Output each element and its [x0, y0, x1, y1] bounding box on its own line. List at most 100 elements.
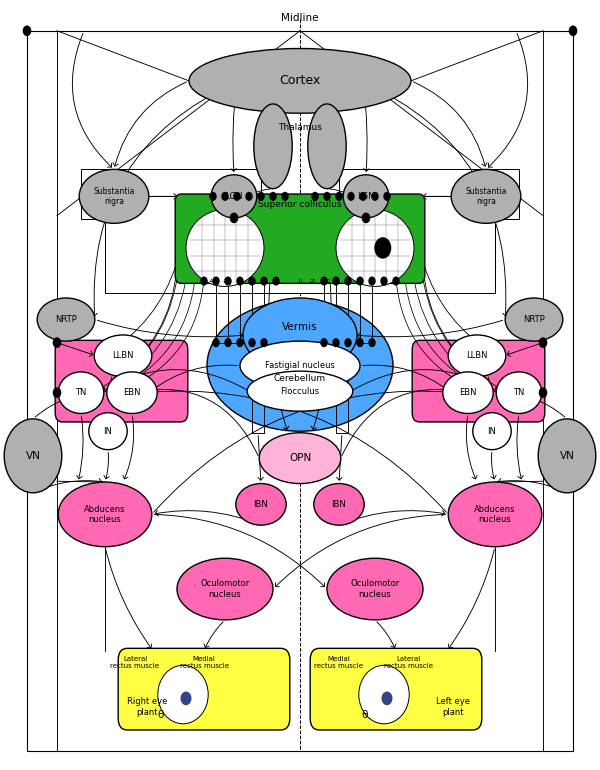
Text: EBN: EBN: [123, 388, 141, 397]
Text: -20: -20: [223, 279, 231, 283]
Circle shape: [261, 339, 267, 346]
Circle shape: [53, 338, 61, 347]
Circle shape: [230, 213, 238, 223]
Text: Right eye
plant: Right eye plant: [127, 697, 167, 717]
Circle shape: [249, 277, 255, 285]
Text: Vermis: Vermis: [282, 323, 318, 332]
FancyBboxPatch shape: [55, 340, 188, 422]
Circle shape: [357, 277, 363, 285]
Text: LGN: LGN: [225, 192, 243, 201]
Circle shape: [569, 26, 577, 35]
Ellipse shape: [343, 175, 389, 218]
Ellipse shape: [505, 298, 563, 341]
Text: Flocculus: Flocculus: [280, 387, 320, 396]
Ellipse shape: [211, 175, 257, 218]
Text: VN: VN: [26, 451, 40, 460]
Circle shape: [246, 192, 252, 200]
Circle shape: [393, 277, 399, 285]
Ellipse shape: [89, 413, 127, 450]
Ellipse shape: [448, 482, 542, 547]
Ellipse shape: [247, 371, 353, 411]
Ellipse shape: [443, 372, 493, 413]
Ellipse shape: [473, 413, 511, 450]
Ellipse shape: [259, 433, 341, 484]
Circle shape: [345, 277, 351, 285]
Ellipse shape: [58, 482, 152, 547]
FancyBboxPatch shape: [412, 340, 545, 422]
Text: VN: VN: [560, 451, 574, 460]
Circle shape: [210, 192, 216, 200]
Circle shape: [357, 339, 363, 346]
FancyBboxPatch shape: [175, 194, 425, 283]
Circle shape: [348, 192, 354, 200]
Bar: [81, 169, 261, 219]
Text: Thalamus: Thalamus: [278, 122, 322, 132]
Text: IBN: IBN: [332, 500, 346, 509]
Ellipse shape: [207, 300, 393, 431]
Text: 20: 20: [310, 279, 316, 283]
Text: NRTP: NRTP: [523, 315, 545, 324]
Circle shape: [225, 339, 231, 346]
Ellipse shape: [359, 665, 409, 724]
Text: Midline: Midline: [281, 13, 319, 23]
Circle shape: [321, 339, 327, 346]
Ellipse shape: [308, 104, 346, 189]
Ellipse shape: [236, 484, 286, 525]
Text: Left eye
plant: Left eye plant: [436, 697, 470, 717]
Ellipse shape: [186, 209, 264, 286]
Circle shape: [369, 339, 375, 346]
Circle shape: [321, 277, 327, 285]
Circle shape: [372, 192, 378, 200]
Circle shape: [181, 692, 191, 705]
Text: 0: 0: [298, 279, 302, 283]
Circle shape: [23, 26, 31, 35]
Text: Oculomotor
nucleus: Oculomotor nucleus: [200, 579, 250, 599]
Ellipse shape: [240, 341, 360, 390]
Text: IBN: IBN: [254, 500, 268, 509]
Circle shape: [312, 192, 318, 200]
Text: Medial
rectus muscle: Medial rectus muscle: [314, 656, 364, 669]
Ellipse shape: [336, 209, 414, 286]
FancyBboxPatch shape: [310, 648, 482, 730]
Text: IN: IN: [488, 427, 496, 436]
Ellipse shape: [94, 335, 152, 377]
Text: Cortex: Cortex: [280, 75, 320, 87]
Text: Abducens
nucleus: Abducens nucleus: [84, 504, 126, 524]
Text: Lateral
rectus muscle: Lateral rectus muscle: [110, 656, 160, 669]
Text: Substantia
nigra: Substantia nigra: [94, 186, 134, 206]
Text: TN: TN: [76, 388, 86, 397]
Ellipse shape: [107, 372, 157, 413]
Circle shape: [362, 213, 370, 223]
Ellipse shape: [327, 558, 423, 620]
Ellipse shape: [538, 419, 596, 493]
Circle shape: [375, 238, 391, 258]
Bar: [105, 196, 495, 293]
Ellipse shape: [37, 298, 95, 341]
Circle shape: [53, 388, 61, 397]
Circle shape: [201, 277, 207, 285]
Ellipse shape: [189, 49, 411, 113]
Ellipse shape: [314, 484, 364, 525]
Text: Fastigial nucleus: Fastigial nucleus: [265, 361, 335, 370]
Circle shape: [273, 277, 279, 285]
Ellipse shape: [158, 665, 208, 724]
Circle shape: [324, 192, 330, 200]
Circle shape: [225, 277, 231, 285]
Ellipse shape: [451, 169, 521, 223]
Text: -40: -40: [209, 279, 217, 283]
Circle shape: [261, 277, 267, 285]
Ellipse shape: [254, 104, 292, 189]
Circle shape: [381, 277, 387, 285]
Text: θ: θ: [157, 710, 163, 719]
Bar: [339, 169, 519, 219]
Circle shape: [539, 338, 547, 347]
Circle shape: [345, 339, 351, 346]
Text: OPN: OPN: [289, 454, 311, 463]
Ellipse shape: [79, 169, 149, 223]
Circle shape: [249, 339, 255, 346]
Circle shape: [539, 388, 547, 397]
Ellipse shape: [58, 372, 104, 413]
Text: TN: TN: [514, 388, 524, 397]
Circle shape: [234, 192, 240, 200]
Ellipse shape: [448, 335, 506, 377]
